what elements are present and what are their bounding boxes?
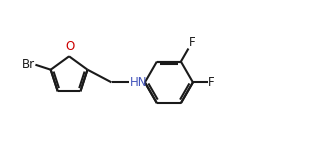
Text: F: F [208, 76, 215, 89]
Text: HN: HN [130, 76, 147, 89]
Text: F: F [189, 36, 196, 49]
Text: O: O [65, 40, 74, 53]
Text: Br: Br [22, 58, 35, 71]
